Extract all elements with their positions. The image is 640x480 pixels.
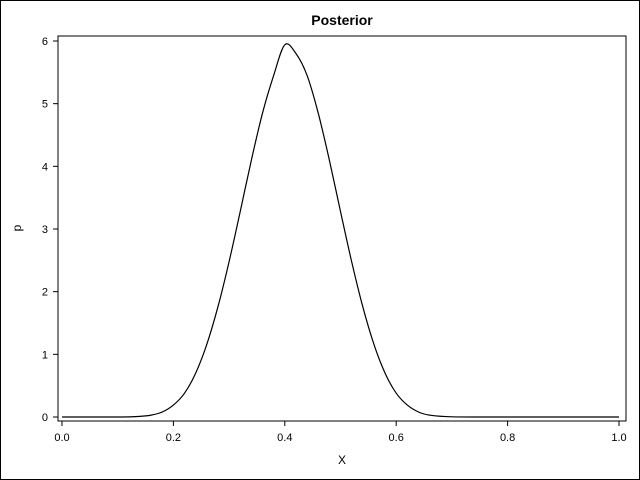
x-tick-label: 0.6 — [389, 432, 404, 444]
y-axis-label: p — [10, 224, 24, 231]
x-tick-label: 0.4 — [277, 432, 292, 444]
y-tick-label: 0 — [42, 412, 48, 424]
x-tick-label: 0.2 — [166, 432, 181, 444]
x-tick-label: 1.0 — [611, 432, 626, 444]
y-tick-label: 2 — [42, 287, 48, 299]
y-tick-label: 5 — [42, 99, 48, 111]
posterior-curve — [61, 43, 619, 418]
plot-area — [57, 35, 627, 422]
chart-title: Posterior — [311, 12, 373, 28]
y-tick-label: 6 — [42, 36, 48, 48]
y-axis: 0 1 2 3 4 5 6 — [42, 36, 58, 424]
x-axis: 0.0 0.2 0.4 0.6 0.8 1.0 — [54, 421, 627, 444]
y-tick-label: 4 — [42, 161, 48, 173]
x-tick-label: 0.0 — [54, 432, 69, 444]
y-tick-label: 1 — [42, 349, 48, 361]
x-axis-label: X — [338, 453, 346, 467]
x-tick-label: 0.8 — [500, 432, 515, 444]
y-tick-label: 3 — [42, 224, 48, 236]
